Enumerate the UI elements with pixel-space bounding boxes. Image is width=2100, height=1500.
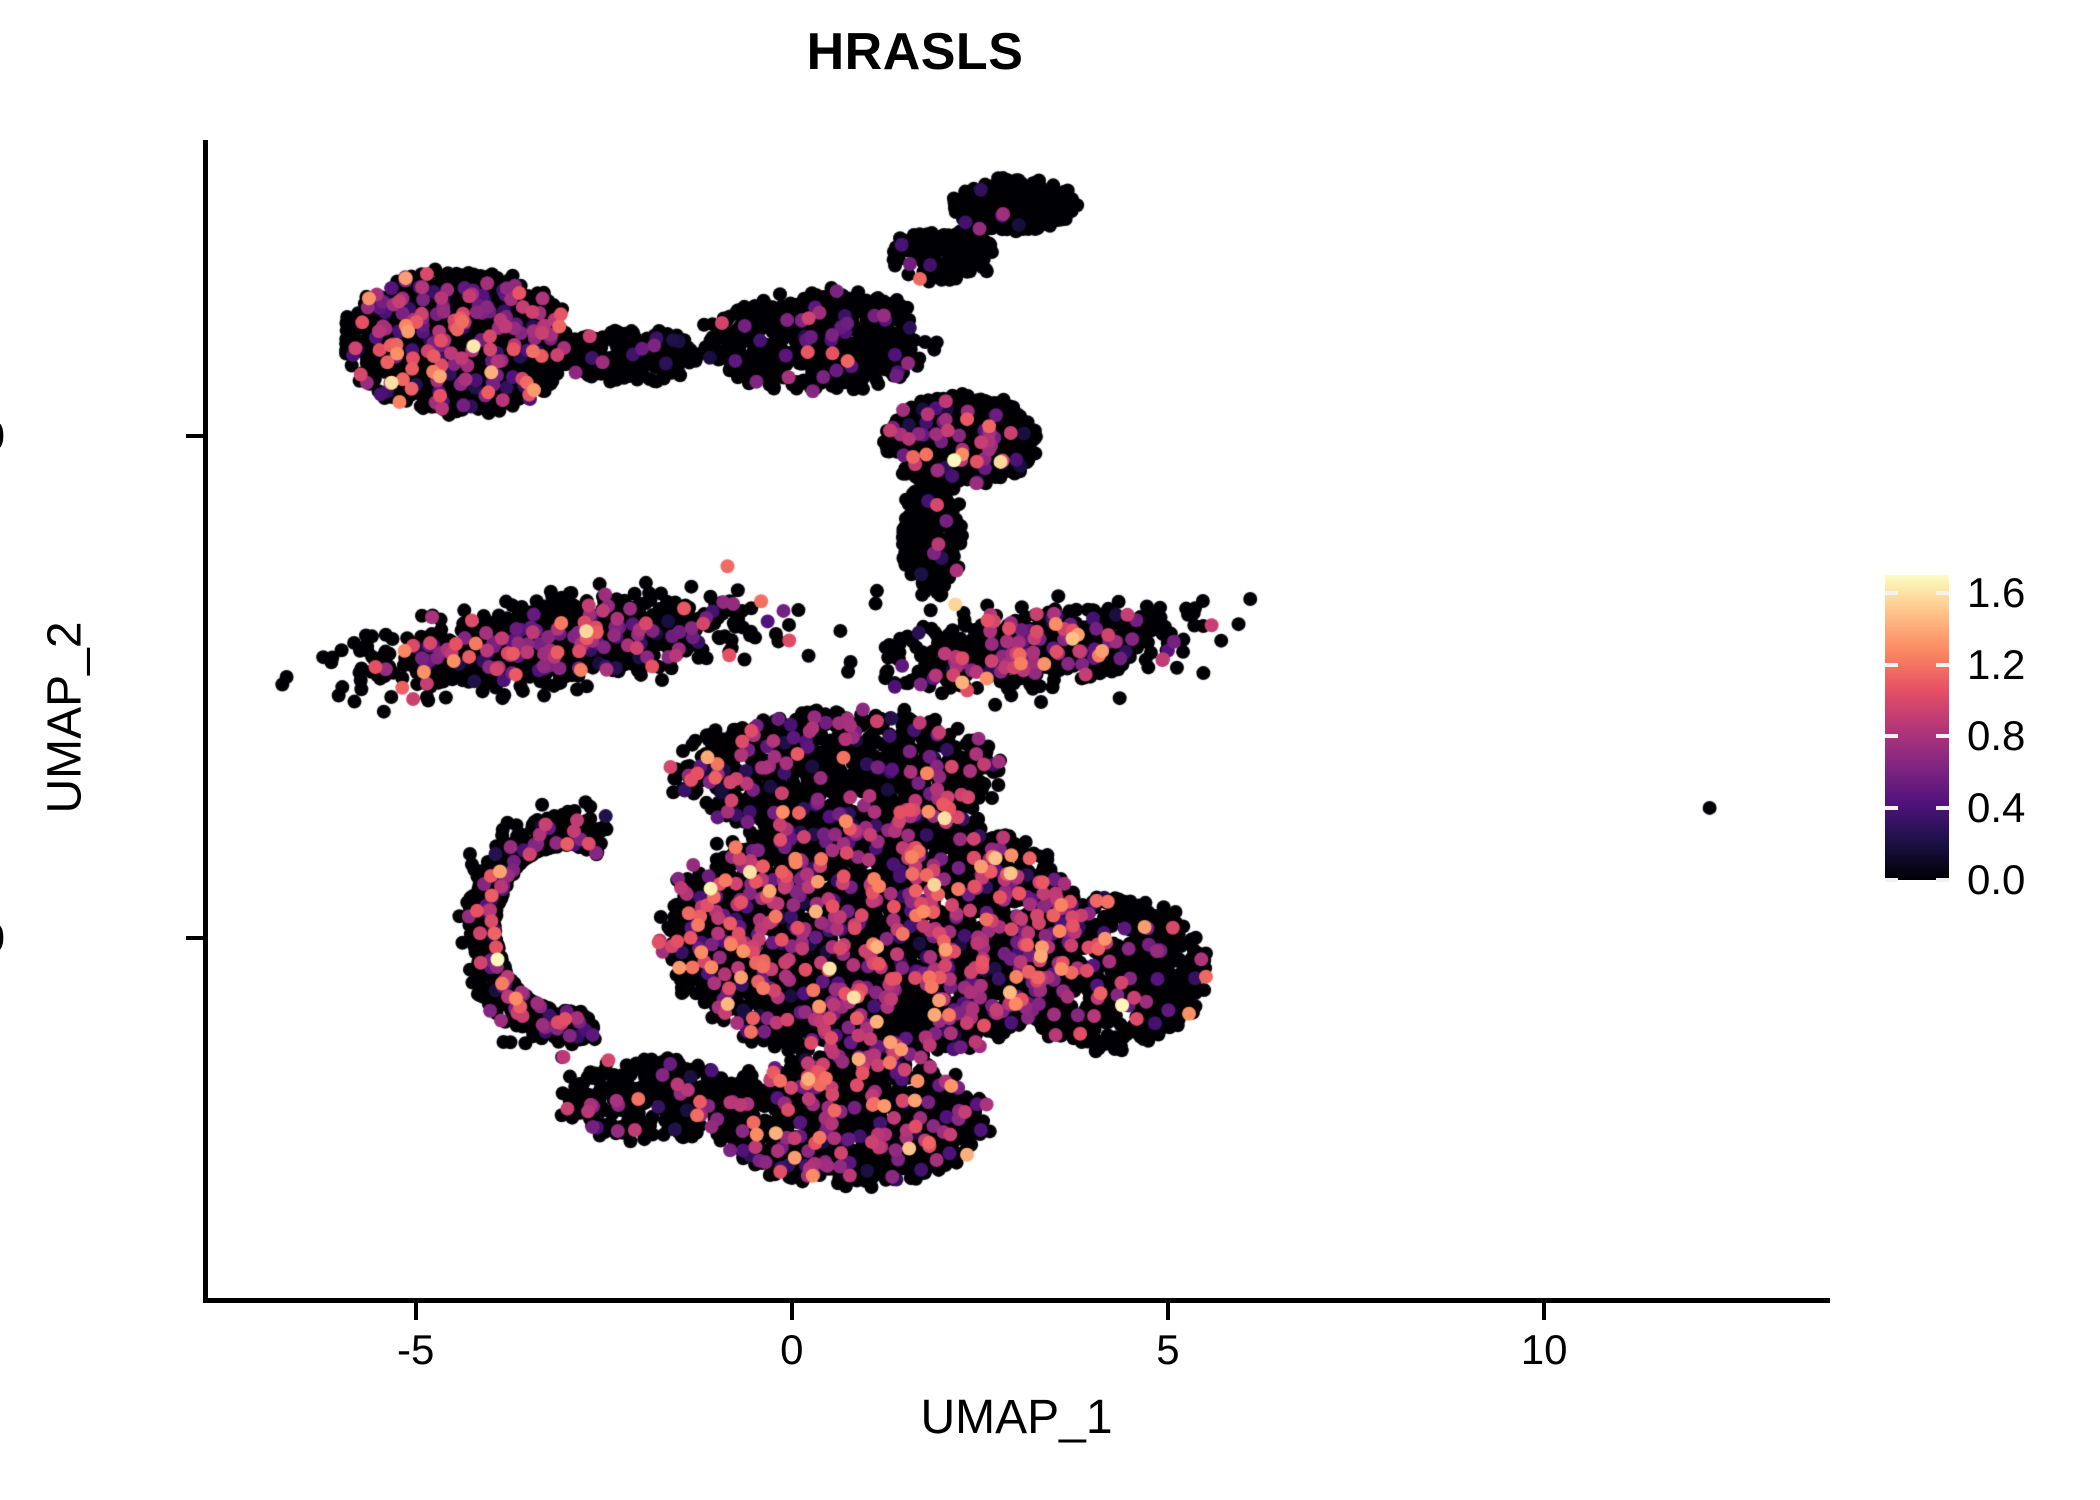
y-tick-label-0: 0: [0, 914, 5, 962]
x-tick-label-1: 0: [780, 1326, 804, 1373]
y-axis-label: UMAP_2: [38, 621, 92, 814]
page-title: HRASLS: [806, 23, 1024, 81]
x-tick-label-3: 10: [1520, 1326, 1568, 1373]
x-axis-line: [203, 1298, 1830, 1303]
scatter-plot-canvas: [205, 140, 1830, 1300]
colorbar-tick-mark-3-right: [1936, 806, 1949, 811]
x-axis-label: UMAP_1: [920, 1391, 1113, 1444]
y-axis-line: [203, 140, 208, 1302]
colorbar-tick-label-4: 0.0: [1967, 856, 2026, 903]
x-tick-mark-1: [789, 1303, 794, 1320]
colorbar-gradient: [1885, 575, 1949, 880]
colorbar-tick-mark-1-right: [1936, 662, 1949, 667]
color-legend: 1.6 1.2 0.8 0.4 0.0: [1885, 569, 2085, 903]
colorbar-tick-label-2: 0.8: [1967, 712, 2026, 760]
plot-panel: [205, 140, 1830, 1300]
x-tick-mark-2: [1165, 1303, 1170, 1320]
x-tick-label-2: 5: [1156, 1326, 1180, 1373]
colorbar-tick-mark-3-left: [1885, 806, 1898, 811]
colorbar-tick-mark-4-right: [1936, 878, 1949, 882]
colorbar-tick-label-1: 1.2: [1967, 640, 2026, 688]
colorbar-tick-mark-2-left: [1885, 734, 1898, 739]
y-tick-mark-1: [186, 434, 203, 439]
y-tick-mark-0: [186, 936, 203, 941]
x-tick-mark-0: [413, 1303, 418, 1320]
colorbar-tick-label-0: 1.6: [1967, 568, 2026, 616]
colorbar-tick-label-3: 0.4: [1967, 784, 2026, 832]
colorbar-tick-mark-4-left: [1885, 878, 1898, 882]
y-tick-label-1: 10: [0, 412, 5, 460]
colorbar-tick-mark-0-left: [1885, 590, 1898, 595]
x-tick-mark-3: [1542, 1303, 1547, 1320]
colorbar-tick-mark-0-right: [1936, 590, 1949, 595]
x-tick-label-0: -5: [396, 1326, 435, 1373]
colorbar-tick-mark-2-right: [1936, 734, 1949, 739]
colorbar-tick-mark-1-left: [1885, 662, 1898, 667]
